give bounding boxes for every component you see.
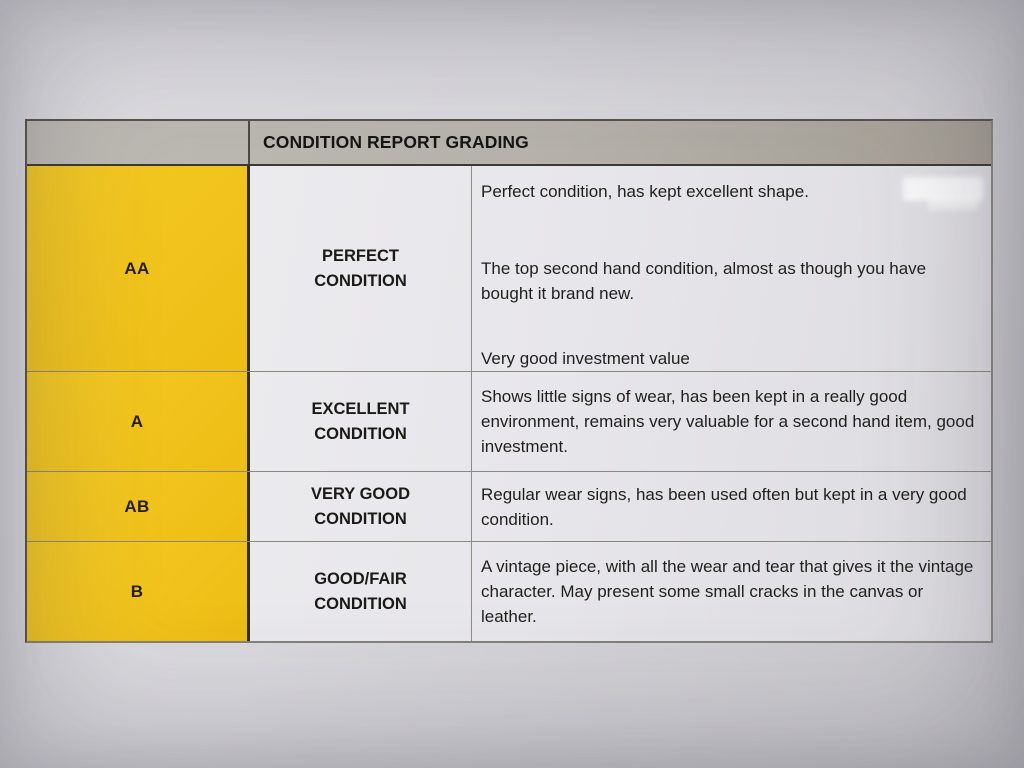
table-title: CONDITION REPORT GRADING [263, 132, 529, 152]
grade-label: B [130, 581, 144, 601]
table-header-row: CONDITION REPORT GRADING [27, 121, 991, 166]
header-title-cell: CONDITION REPORT GRADING [250, 121, 991, 164]
grade-row-b: B GOOD/FAIR CONDITION A vintage piece, w… [27, 541, 991, 641]
description-paragraph: A vintage piece, with all the wear and t… [481, 557, 974, 626]
description-paragraph: The top second hand condition, almost as… [481, 259, 927, 303]
grade-cell-a: A [27, 372, 250, 471]
whiteout-patch [928, 196, 978, 210]
grade-label: AB [124, 496, 150, 516]
description-cell-ab: Regular wear signs, has been used often … [472, 472, 991, 541]
grade-cell-ab: AB [27, 472, 250, 541]
description-cell-b: A vintage piece, with all the wear and t… [472, 542, 991, 641]
condition-name: VERY GOOD CONDITION [310, 484, 411, 528]
grade-row-a: A EXCELLENT CONDITION Shows little signs… [27, 371, 991, 471]
grade-cell-aa: AA [27, 166, 250, 371]
grade-row-aa: AA PERFECT CONDITION Perfect condition, … [27, 166, 991, 371]
condition-name: EXCELLENT CONDITION [311, 399, 410, 443]
condition-name-cell-aa: PERFECT CONDITION [250, 166, 472, 371]
description-cell-aa: Perfect condition, has kept excellent sh… [472, 166, 991, 371]
grade-cell-b: B [27, 542, 250, 641]
grade-label: A [130, 411, 144, 431]
grade-row-ab: AB VERY GOOD CONDITION Regular wear sign… [27, 471, 991, 541]
condition-name: PERFECT CONDITION [314, 246, 407, 290]
condition-name-cell-b: GOOD/FAIR CONDITION [250, 542, 472, 641]
description-paragraph: Shows little signs of wear, has been kep… [481, 387, 975, 456]
condition-name-cell-a: EXCELLENT CONDITION [250, 372, 472, 471]
description-paragraph: Perfect condition, has kept excellent sh… [481, 182, 809, 201]
grade-label: AA [124, 258, 150, 278]
condition-name: GOOD/FAIR CONDITION [314, 569, 407, 613]
condition-name-cell-ab: VERY GOOD CONDITION [250, 472, 472, 541]
description-cell-a: Shows little signs of wear, has been kep… [472, 372, 991, 471]
header-corner-cell [27, 121, 250, 164]
description-paragraph: Very good investment value [481, 349, 690, 368]
description-paragraph: Regular wear signs, has been used often … [481, 484, 967, 529]
condition-grading-table: CONDITION REPORT GRADING AA PERFECT COND… [25, 119, 993, 643]
